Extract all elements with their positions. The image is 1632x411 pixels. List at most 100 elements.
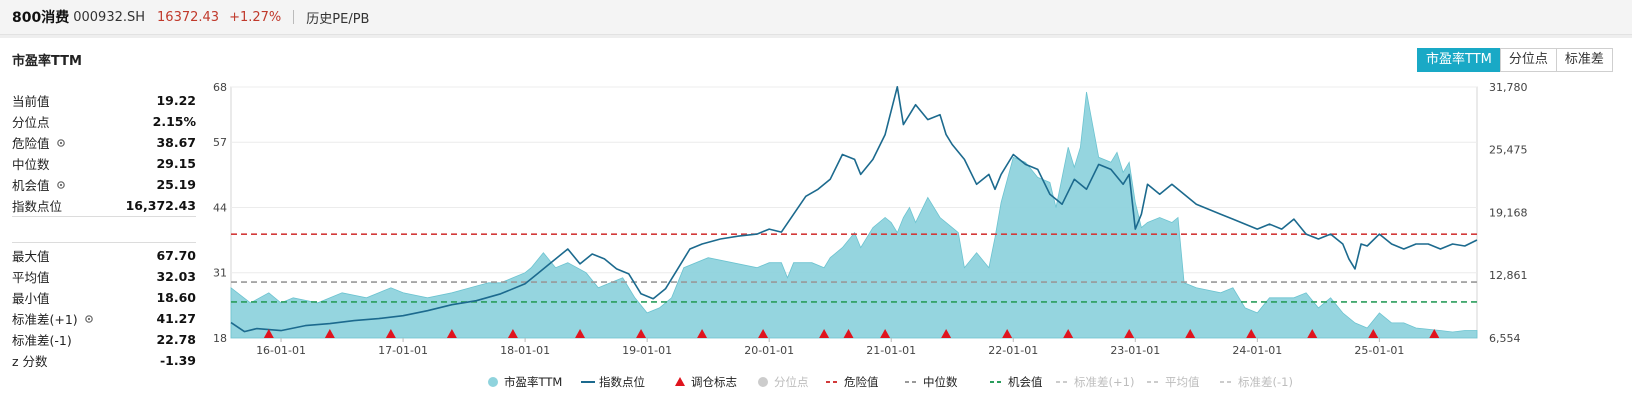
- index-level-line: [230, 86, 1478, 333]
- legend-label[interactable]: 市盈率TTM: [504, 375, 562, 389]
- stat-label-text: 分位点: [12, 115, 50, 130]
- rebalance-marker: [446, 329, 457, 338]
- legend-label[interactable]: 平均值: [1165, 375, 1200, 389]
- index-code: 000932.SH: [73, 9, 146, 25]
- legend-label[interactable]: 指数点位: [599, 375, 645, 389]
- stat-row: 最小值 18.60: [12, 287, 196, 308]
- stat-label-text: 中位数: [12, 157, 50, 172]
- right-tick-label: 6,554: [1489, 332, 1521, 345]
- stat-value: 19.22: [156, 93, 196, 108]
- rebalance-marker: [636, 329, 647, 338]
- left-tick-label: 44: [213, 201, 227, 214]
- x-tick-label: 16-01-01: [256, 344, 306, 357]
- x-tick-label: 24-01-01: [1232, 344, 1282, 357]
- top-bar: 800消费 000932.SH 16372.43 +1.27% 历史PE/PB: [0, 0, 1632, 35]
- tab-percentile[interactable]: 分位点: [1499, 48, 1557, 72]
- stat-value: 18.60: [156, 290, 196, 305]
- rebalance-marker: [758, 329, 769, 338]
- rebalance-marker: [324, 329, 335, 338]
- stat-label: 最大值: [12, 246, 50, 265]
- rebalance-marker: [1429, 329, 1440, 338]
- stat-label: 平均值: [12, 267, 50, 286]
- stat-value: 2.15%: [152, 114, 196, 129]
- stat-row: 中位数 29.15: [12, 153, 196, 174]
- legend-label[interactable]: 分位点: [774, 375, 809, 389]
- stat-value: -1.39: [159, 353, 196, 368]
- stat-label: 最小值: [12, 288, 50, 307]
- index-price: 16372.43: [157, 9, 220, 25]
- x-tick-label: 17-01-01: [378, 344, 428, 357]
- stat-label-text: 当前值: [12, 94, 50, 109]
- left-tick-label: 68: [213, 81, 227, 94]
- x-tick-label: 18-01-01: [500, 344, 550, 357]
- index-name: 800消费: [12, 10, 70, 26]
- legend-label[interactable]: 危险值: [844, 375, 879, 389]
- rebalance-marker: [507, 329, 518, 338]
- rebalance-marker: [1368, 329, 1379, 338]
- rebalance-marker: [880, 329, 891, 338]
- stat-label: 机会值: [12, 175, 66, 194]
- left-tick-label: 57: [213, 136, 227, 149]
- rebalance-marker: [1185, 329, 1196, 338]
- stat-value: 16,372.43: [125, 198, 196, 213]
- gear-icon[interactable]: [56, 138, 66, 148]
- stats-distribution: 最大值 67.70 平均值 32.03 最小值 18.60 标准差(+1) 41.27 标准差(…: [12, 242, 196, 371]
- tab-pe-ttm[interactable]: 市盈率TTM: [1417, 48, 1501, 72]
- legend-label[interactable]: 中位数: [923, 375, 958, 389]
- legend-label[interactable]: 标准差(-1): [1238, 375, 1293, 389]
- index-change: +1.27%: [229, 9, 282, 25]
- rebalance-marker: [697, 329, 708, 338]
- pe-chart: 18 31 44 57 68 6,554 12,861 19,168 25,475 31,780 1…: [213, 81, 1528, 389]
- legend-swatch: [758, 377, 768, 387]
- stat-label-text: 最大值: [12, 249, 50, 264]
- legend-label[interactable]: 标准差(+1): [1074, 375, 1134, 389]
- stat-label: 标准差(-1): [12, 330, 72, 349]
- x-tick-label: 25-01-01: [1354, 344, 1404, 357]
- x-tick-label: 20-01-01: [744, 344, 794, 357]
- stat-label: 标准差(+1): [12, 309, 94, 328]
- stat-row: 指数点位 16,372.43: [12, 195, 196, 216]
- rebalance-marker: [819, 329, 830, 338]
- right-tick-label: 12,861: [1489, 269, 1528, 282]
- rebalance-marker: [1124, 329, 1135, 338]
- stat-label-text: 指数点位: [12, 199, 63, 214]
- history-pe-pb-link[interactable]: 历史PE/PB: [306, 11, 370, 27]
- rebalance-marker: [1002, 329, 1013, 338]
- stat-row: 最大值 67.70: [12, 245, 196, 266]
- stat-value: 32.03: [156, 269, 196, 284]
- stat-label: 分位点: [12, 112, 50, 131]
- legend-label[interactable]: 调仓标志: [691, 375, 737, 389]
- gear-icon[interactable]: [56, 180, 66, 190]
- stat-label-text: 标准差(-1): [12, 333, 72, 348]
- stat-row: 机会值 25.19: [12, 174, 196, 195]
- stat-label: 指数点位: [12, 196, 62, 215]
- x-tick-label: 19-01-01: [622, 344, 672, 357]
- x-tick-label: 23-01-01: [1110, 344, 1160, 357]
- rebalance-marker: [941, 329, 952, 338]
- stat-row: 标准差(-1) 22.78: [12, 329, 196, 350]
- right-tick-label: 25,475: [1489, 144, 1528, 157]
- left-tick-label: 18: [213, 332, 227, 345]
- gear-icon[interactable]: [84, 314, 94, 324]
- rebalance-marker: [1063, 329, 1074, 338]
- stat-label-text: 危险值: [12, 136, 50, 151]
- stat-value: 67.70: [156, 248, 196, 263]
- divider: [293, 10, 295, 24]
- stat-value: 22.78: [156, 332, 196, 347]
- tab-std-dev[interactable]: 标准差: [1555, 48, 1613, 72]
- pe-ttm-area: [230, 91, 1478, 339]
- stat-row: z 分数 -1.39: [12, 350, 196, 371]
- stat-label-text: 最小值: [12, 291, 50, 306]
- legend-label[interactable]: 机会值: [1008, 375, 1043, 389]
- stat-value: 38.67: [156, 135, 196, 150]
- stats-summary: 当前值 19.22 分位点 2.15% 危险值 38.67 中位数 29.15 机会值 25.19…: [12, 90, 196, 217]
- stat-label-text: z 分数: [12, 354, 48, 369]
- stat-label: 中位数: [12, 154, 50, 173]
- stat-row: 分位点 2.15%: [12, 111, 196, 132]
- stat-label-text: 标准差(+1): [12, 312, 78, 327]
- rebalance-marker: [1307, 329, 1318, 338]
- panel-title: 市盈率TTM: [12, 54, 82, 69]
- stat-label: 危险值: [12, 133, 66, 152]
- legend-swatch: [488, 377, 498, 387]
- right-tick-label: 19,168: [1489, 206, 1528, 219]
